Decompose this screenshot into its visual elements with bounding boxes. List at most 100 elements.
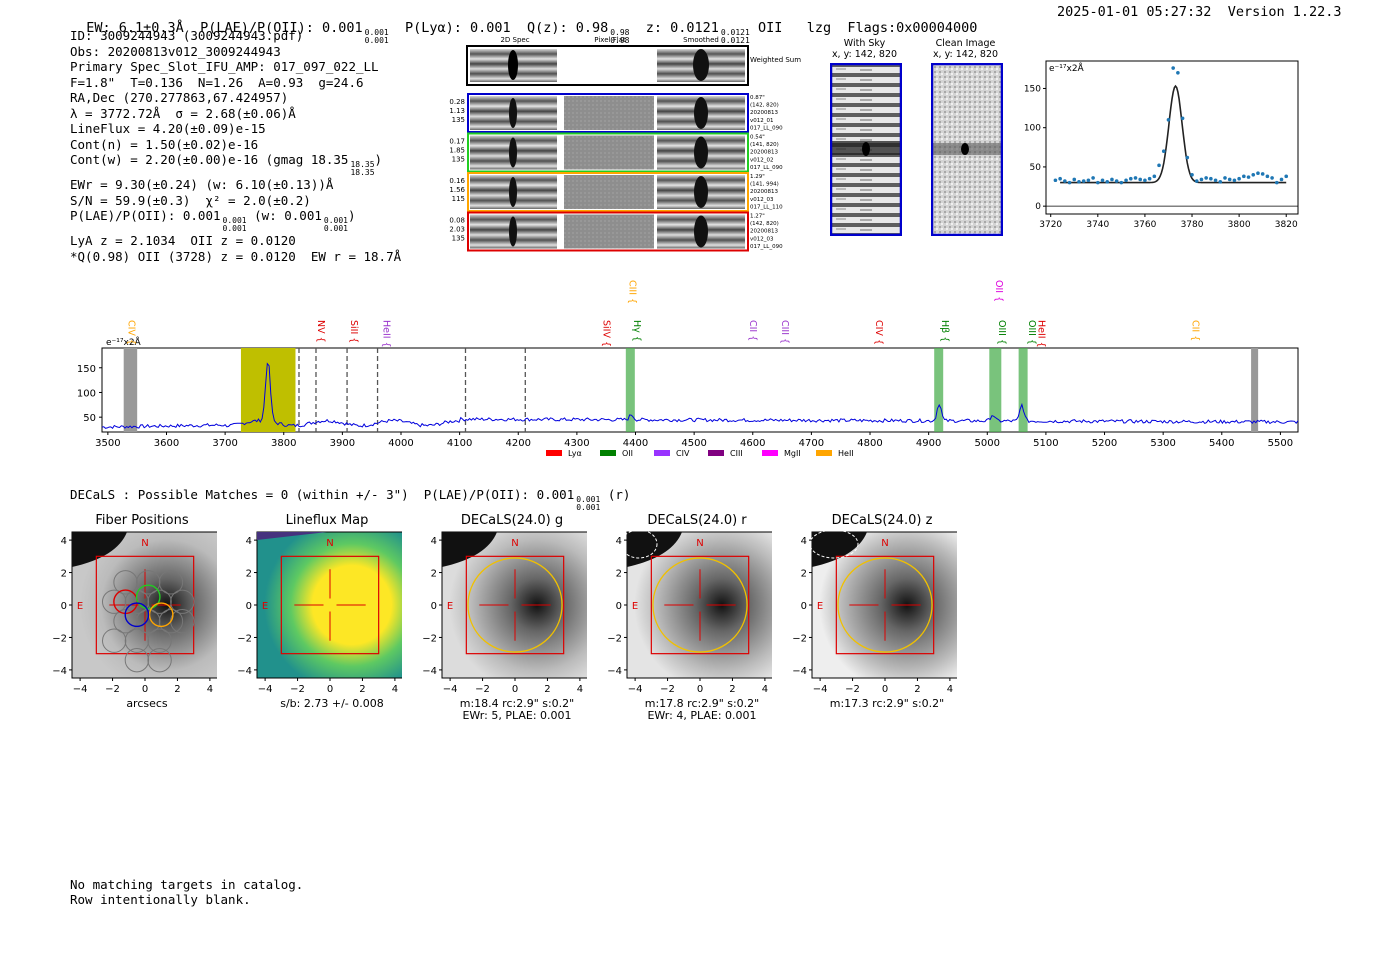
zoom-data-point [1246, 175, 1251, 179]
panel-dark-region [812, 532, 867, 567]
cutout-2d-source [509, 177, 517, 207]
ytick-label: −4 [52, 666, 67, 677]
fiber-circle [113, 609, 138, 634]
zoom-data-point [1072, 177, 1077, 182]
panel-title: Lineflux Map [285, 513, 369, 528]
zoom-xtick-label: 3800 [1228, 220, 1251, 230]
header-qz: Q(z): 0.98 [526, 20, 609, 36]
zoom-data-point [1100, 178, 1105, 183]
zoom-data-point [1279, 177, 1284, 182]
xtick-label: 2 [729, 684, 735, 695]
zoom-plot-frame [1045, 60, 1299, 215]
cutout-weight: 0.16 [449, 177, 465, 185]
zoom-data-point [1166, 118, 1171, 122]
line-legend: Lyα OII CIV CIII MgII HeII [546, 449, 854, 458]
cutout-meta: v012_03 [750, 197, 774, 203]
info-ewr: EWr = 9.30(±0.24) (w: 6.10(±0.13))Å [70, 177, 334, 192]
emission-line-label: SiIV { [600, 320, 611, 347]
fiber-circle [101, 628, 127, 653]
cutout-pixel-flat [564, 96, 654, 130]
detection-info: ID: 3009244943 (3009244943.pdf) Obs: 202… [70, 28, 401, 264]
panel-dark-region [627, 532, 682, 567]
cutout-2d-source [509, 137, 517, 168]
xtick-label: −2 [660, 684, 675, 695]
full-xtick-label: 5300 [1150, 438, 1175, 449]
fit-window-highlight [240, 348, 296, 432]
info-lineflux: LineFlux = 4.20(±0.09)e-15 [70, 121, 266, 136]
zoom-data-point [1275, 180, 1279, 185]
catalog-ellipse [809, 529, 859, 559]
ytick-label: 2 [801, 569, 807, 580]
image-panel: N E −4 −4 −2 −2 0 0 2 2 4 4 [792, 529, 957, 695]
zoom-xtick-label: 3740 [1086, 220, 1109, 230]
full-plot-frame [101, 347, 1299, 433]
cutout-weight: 135 [452, 116, 465, 124]
north-label: N [141, 538, 148, 549]
header-plae-frac: 0.001 0.001 [364, 28, 389, 45]
legend-label: Lyα [568, 449, 582, 458]
header-z: z: 0.0121 [645, 20, 719, 36]
cutout-meta: (141, 820) [750, 142, 779, 148]
zoom-data-point [1265, 174, 1270, 179]
ytick-label: 4 [616, 536, 622, 547]
ytick-label: 4 [246, 536, 252, 547]
legend-swatch [600, 450, 616, 456]
zoom-data-point [1128, 176, 1133, 181]
zoom-data-point [1218, 180, 1223, 184]
masked-region [123, 348, 138, 432]
panel-dark-region [257, 532, 327, 540]
cutout-pixel-flat [564, 214, 654, 249]
legend-swatch [816, 450, 832, 456]
cutout-meta: 017_LL_090 [750, 125, 783, 131]
image-panel: N E −4 −4 −2 −2 0 0 2 2 4 4 [607, 529, 772, 695]
xtick-label: 0 [142, 684, 148, 695]
emission-line-label: HeII { [1035, 320, 1046, 348]
ytick-label: −2 [52, 633, 67, 644]
xtick-label: 4 [392, 684, 398, 695]
emission-line-label: OII { [993, 280, 1004, 302]
ytick-label: 0 [431, 601, 437, 612]
cutout-weight: 0.08 [449, 217, 465, 225]
legend-label: CIV [676, 449, 690, 458]
zoom-data-point [1081, 179, 1086, 183]
full-xtick-label: 5500 [1268, 438, 1293, 449]
cutout-row-border [467, 172, 749, 212]
ytick-label: −4 [792, 666, 807, 677]
zoom-data-point [1086, 178, 1091, 183]
cutout-meta: v012_01 [750, 118, 774, 124]
xtick-label: 0 [882, 684, 888, 695]
zoom-data-point [1223, 176, 1227, 180]
with-sky-title: With Sky x, y: 142, 820 [831, 38, 898, 60]
north-label: N [696, 538, 703, 549]
panel-image [256, 531, 402, 679]
zoom-data-point [1063, 179, 1067, 183]
cutout-meta: 20200813 [750, 150, 778, 156]
ytick-label: 0 [801, 601, 807, 612]
cutout-weight: 0.17 [449, 138, 465, 146]
cutout-smoothed-source [694, 97, 708, 129]
cutout-meta: 1.27" [750, 214, 765, 220]
full-xtick-label: 4900 [916, 438, 941, 449]
zoom-data-point [1227, 177, 1232, 182]
info-q: *Q(0.98) OII (3728) z = 0.0120 EW r = 18… [70, 248, 402, 264]
zoom-ytick-label: 150 [1024, 84, 1041, 94]
panel-caption: m:17.8 rc:2.9" s:0.2" [644, 697, 760, 710]
xtick-label: 2 [914, 684, 920, 695]
catalog-note-line2: Row intentionally blank. [70, 892, 251, 907]
fiber-circle [124, 628, 150, 653]
zoom-data-point [1270, 176, 1274, 180]
line-window-highlight [1018, 348, 1028, 432]
cutout-row-border [467, 211, 749, 252]
header-version: Version 1.22.3 [1227, 4, 1342, 20]
aperture-box [465, 555, 565, 655]
full-xtick-label: 5000 [975, 438, 1000, 449]
aperture-circle [467, 557, 563, 653]
zoom-data-point [1053, 178, 1058, 183]
fiber-circle [170, 589, 195, 614]
primary-fiber-circle [135, 584, 161, 610]
emission-line-label: OIII { [1026, 320, 1037, 345]
panel-title: DECaLS(24.0) r [647, 513, 747, 528]
east-label: E [77, 601, 83, 612]
